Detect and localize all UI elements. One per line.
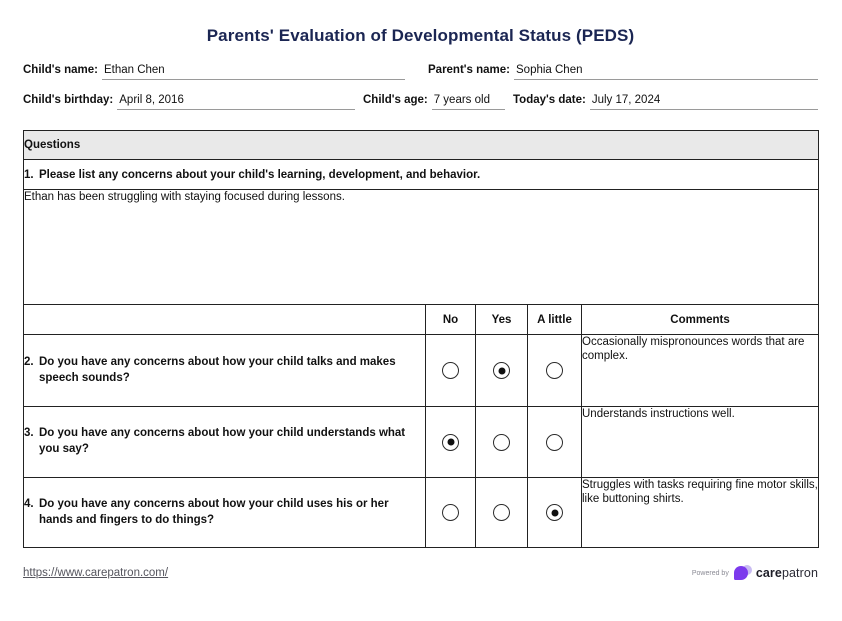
questions-section-header: Questions — [22, 130, 820, 160]
question-3-comment-input[interactable]: Understands instructions well. — [580, 406, 820, 478]
name-fields-row: Child's name: Ethan Chen Parent's name: … — [23, 64, 818, 80]
parent-name-label: Parent's name: — [428, 64, 510, 76]
question-3-radio-no[interactable] — [442, 433, 459, 451]
empty-header-cell — [23, 304, 426, 335]
question-2-radio-no[interactable] — [442, 362, 459, 379]
options-header-row: No Yes A little Comments — [23, 304, 820, 335]
question-2-radio-yes[interactable] — [493, 362, 510, 379]
carepatron-wordmark: carepatron — [755, 566, 818, 580]
peds-form-page: Parents' Evaluation of Developmental Sta… — [0, 26, 842, 581]
question-4-radio-no-cell — [425, 477, 476, 548]
powered-by-label: Powered by — [691, 569, 729, 577]
today-date-field: Today's date: July 17, 2024 — [513, 94, 818, 110]
page-footer: https://www.carepatron.com/ Powered by c… — [23, 565, 818, 581]
question-3-radio-no-cell — [425, 406, 476, 478]
child-name-field: Child's name: Ethan Chen — [23, 64, 405, 80]
question-4-radio-yes[interactable] — [493, 504, 510, 521]
question-1-number: 1. — [24, 168, 34, 181]
column-header-no: No — [425, 304, 476, 335]
child-birthday-input[interactable]: April 8, 2016 — [117, 94, 355, 110]
question-3-radio-yes[interactable] — [493, 433, 510, 451]
question-2-radio-no-cell — [425, 334, 476, 407]
column-header-comments: Comments — [580, 304, 820, 335]
question-2-comment-input[interactable]: Occasionally mispronounces words that ar… — [580, 334, 820, 407]
question-2-radio-a-little-cell — [527, 334, 582, 407]
question-2-text: 2. Do you have any concerns about how yo… — [23, 334, 426, 407]
question-3-text: 3. Do you have any concerns about how yo… — [23, 406, 426, 478]
question-2-radio-yes-cell — [475, 334, 528, 407]
question-1-text: 1. Please list any concerns about your c… — [22, 159, 820, 190]
question-4-text: 4. Do you have any concerns about how yo… — [23, 477, 426, 548]
child-age-label: Child's age: — [363, 94, 428, 106]
questions-table: Questions 1. Please list any concerns ab… — [22, 130, 820, 548]
powered-by-group: Powered by carepatron — [692, 565, 818, 581]
question-1-answer-row: Ethan has been struggling with staying f… — [22, 189, 820, 305]
child-age-input[interactable]: 7 years old — [431, 94, 505, 110]
question-4-comment-input[interactable]: Struggles with tasks requiring fine moto… — [580, 477, 820, 548]
page-title: Parents' Evaluation of Developmental Sta… — [206, 26, 635, 45]
question-1-row: 1. Please list any concerns about your c… — [22, 159, 820, 190]
questions-section-header-row: Questions — [22, 130, 820, 160]
column-header-yes: Yes — [475, 304, 528, 335]
parent-name-field: Parent's name: Sophia Chen — [428, 64, 818, 80]
question-4-radio-a-little-cell — [527, 477, 582, 548]
question-3-radio-yes-cell — [475, 406, 528, 478]
question-4-row: 4. Do you have any concerns about how yo… — [23, 477, 820, 548]
parent-name-input[interactable]: Sophia Chen — [514, 64, 818, 80]
column-header-a-little: A little — [527, 304, 582, 335]
child-birthday-label: Child's birthday: — [23, 94, 114, 106]
today-date-label: Today's date: — [513, 94, 586, 106]
child-age-field: Child's age: 7 years old — [363, 94, 505, 110]
question-2-radio-a-little[interactable] — [546, 362, 563, 379]
child-name-label: Child's name: — [23, 64, 98, 76]
question-1-answer-input[interactable]: Ethan has been struggling with staying f… — [22, 189, 820, 305]
child-birthday-field: Child's birthday: April 8, 2016 — [23, 94, 355, 110]
question-4-radio-yes-cell — [475, 477, 528, 548]
carepatron-logo-icon — [733, 565, 752, 581]
today-date-input[interactable]: July 17, 2024 — [589, 94, 818, 110]
child-name-input[interactable]: Ethan Chen — [101, 64, 405, 80]
carepatron-link[interactable]: https://www.carepatron.com/ — [23, 567, 169, 579]
question-3-radio-a-little-cell — [527, 406, 582, 478]
question-3-row: 3. Do you have any concerns about how yo… — [23, 406, 820, 478]
question-4-radio-no[interactable] — [442, 504, 459, 521]
question-3-radio-a-little[interactable] — [546, 433, 563, 451]
question-2-row: 2. Do you have any concerns about how yo… — [23, 334, 820, 407]
question-4-radio-a-little[interactable] — [546, 504, 563, 521]
date-fields-row: Child's birthday: April 8, 2016 Child's … — [23, 94, 818, 110]
